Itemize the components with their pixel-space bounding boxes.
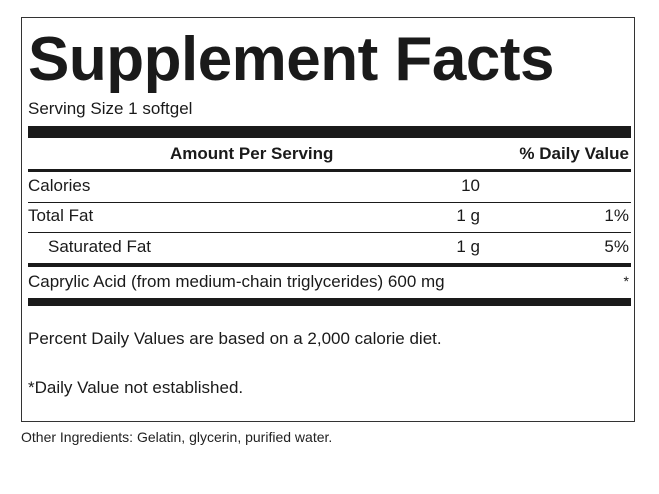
daily-value-header: % Daily Value bbox=[519, 144, 629, 163]
nutrient-label: Total Fat bbox=[28, 206, 94, 225]
percent-dv-footnote: Percent Daily Values are based on a 2,00… bbox=[28, 329, 442, 348]
nutrient-label: Caprylic Acid (from medium-chain triglyc… bbox=[28, 272, 445, 291]
nutrient-amount: 10 bbox=[461, 176, 480, 195]
nutrient-label: Calories bbox=[28, 176, 91, 195]
other-ingredients: Other Ingredients: Gelatin, glycerin, pu… bbox=[21, 429, 333, 445]
header-divider bbox=[28, 169, 631, 172]
amount-per-serving-header: Amount Per Serving bbox=[170, 144, 334, 163]
nutrient-label: Saturated Fat bbox=[48, 237, 152, 256]
serving-size: Serving Size 1 softgel bbox=[28, 99, 193, 118]
supplement-facts-panel: Supplement Facts Serving Size 1 softgel … bbox=[21, 17, 635, 422]
row-divider bbox=[28, 232, 631, 233]
panel-title: Supplement Facts bbox=[28, 25, 555, 94]
nutrient-daily-value: 1% bbox=[604, 206, 629, 225]
row-divider bbox=[28, 202, 631, 203]
nutrient-amount: 1 g bbox=[456, 237, 480, 256]
not-established-footnote: *Daily Value not established. bbox=[28, 378, 244, 397]
thick-divider bbox=[28, 126, 631, 138]
bottom-thick-divider bbox=[28, 298, 631, 306]
nutrient-daily-value: * bbox=[623, 273, 629, 289]
nutrient-amount: 1 g bbox=[456, 206, 480, 225]
nutrient-daily-value: 5% bbox=[604, 237, 629, 256]
section-divider bbox=[28, 263, 631, 267]
